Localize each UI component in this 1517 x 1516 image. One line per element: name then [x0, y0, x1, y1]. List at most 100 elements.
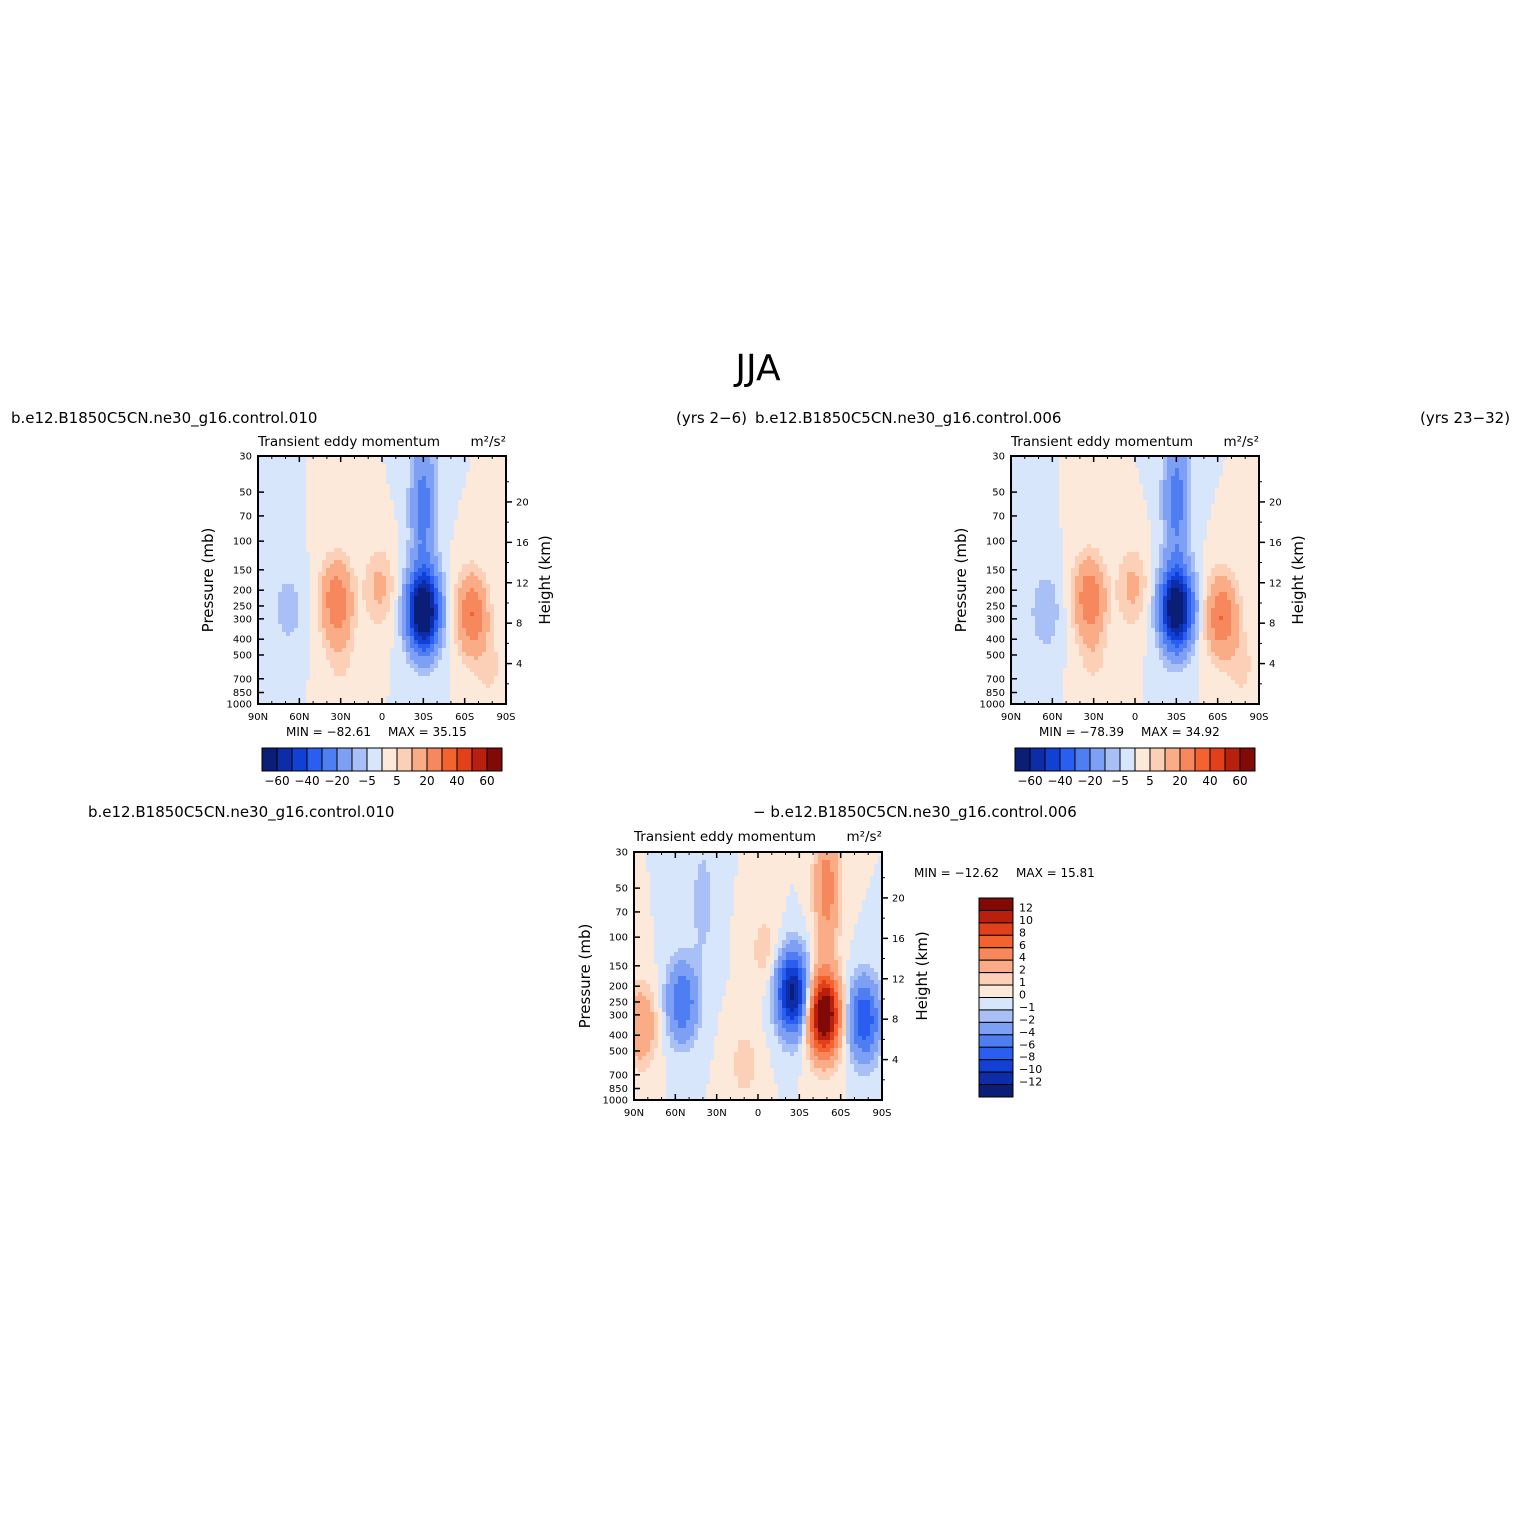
contour-cell	[358, 580, 363, 585]
contour-cell	[290, 580, 295, 585]
contour-cell	[410, 548, 415, 553]
contour-cell	[498, 664, 503, 669]
contour-cell	[486, 572, 491, 577]
contour-cell	[358, 500, 363, 505]
contour-cell	[362, 564, 367, 569]
contour-cell	[430, 532, 435, 537]
contour-cell	[410, 536, 415, 541]
contour-cell	[1087, 496, 1092, 501]
contour-cell	[494, 668, 499, 673]
contour-cell	[446, 504, 451, 509]
contour-cell	[270, 488, 275, 493]
contour-cell	[1215, 484, 1220, 489]
contour-cell	[1123, 456, 1128, 461]
contour-cell	[326, 652, 331, 657]
contour-cell	[274, 648, 279, 653]
contour-cell	[306, 672, 311, 677]
contour-cell	[366, 576, 371, 581]
contour-cell	[286, 692, 291, 697]
contour-cell	[474, 476, 479, 481]
contour-cell	[366, 604, 371, 609]
contour-cell	[1075, 468, 1080, 473]
contour-cell	[266, 464, 271, 469]
contour-cell	[366, 628, 371, 633]
contour-cell	[466, 524, 471, 529]
contour-cell	[450, 612, 455, 617]
contour-cell	[1063, 476, 1068, 481]
contour-cell	[1107, 476, 1112, 481]
contour-cell	[482, 656, 487, 661]
contour-cell	[334, 632, 339, 637]
contour-cell	[306, 520, 311, 525]
contour-cell	[374, 628, 379, 633]
contour-cell	[386, 636, 391, 641]
colorbar-box	[441, 747, 458, 772]
contour-cell	[350, 624, 355, 629]
contour-cell	[306, 616, 311, 621]
contour-cell	[1151, 496, 1156, 501]
contour-cell	[374, 596, 379, 601]
contour-cell	[310, 460, 315, 465]
contour-cell	[374, 604, 379, 609]
contour-cell	[298, 548, 303, 553]
contour-cell	[346, 660, 351, 665]
contour-cell	[1231, 476, 1236, 481]
contour-cell	[258, 656, 263, 661]
contour-cell	[326, 508, 331, 513]
contour-cell	[362, 476, 367, 481]
contour-cell	[334, 592, 339, 597]
contour-cell	[414, 524, 419, 529]
contour-cell	[1147, 456, 1152, 461]
contour-cell	[302, 600, 307, 605]
contour-cell	[262, 496, 267, 501]
contour-cell	[394, 584, 399, 589]
contour-cell	[458, 596, 463, 601]
contour-cell	[1075, 492, 1080, 497]
contour-cell	[490, 460, 495, 465]
panel-control-006: b.e12.B1850C5CN.ne30_g16.control.006 (yr…	[755, 409, 1510, 788]
contour-cell	[318, 640, 323, 645]
contour-cell	[1095, 496, 1100, 501]
contour-cell	[262, 564, 267, 569]
contour-cell	[450, 480, 455, 485]
contour-cell	[386, 552, 391, 557]
contour-cell	[278, 560, 283, 565]
contour-cell	[466, 476, 471, 481]
contour-cell	[498, 568, 503, 573]
contour-cell	[358, 680, 363, 685]
contour-cell	[486, 692, 491, 697]
contour-cell	[358, 684, 363, 689]
contour-cell	[1219, 496, 1224, 501]
contour-cell	[314, 700, 319, 705]
contour-cell	[350, 628, 355, 633]
contour-cell	[390, 484, 395, 489]
contour-cell	[334, 496, 339, 501]
contour-cell	[258, 504, 263, 509]
contour-cell	[294, 544, 299, 549]
contour-cell	[314, 484, 319, 489]
contour-cell	[498, 484, 503, 489]
contour-cell	[478, 544, 483, 549]
contour-cell	[482, 680, 487, 685]
contour-cell	[1143, 480, 1148, 485]
y-right-tick-label: 8	[516, 619, 522, 630]
contour-cell	[326, 628, 331, 633]
contour-cell	[422, 548, 427, 553]
contour-cell	[1219, 472, 1224, 477]
contour-cell	[458, 692, 463, 697]
contour-cell	[410, 516, 415, 521]
contour-cell	[282, 600, 287, 605]
contour-cell	[422, 500, 427, 505]
contour-cell	[494, 504, 499, 509]
contour-cell	[1035, 472, 1040, 477]
contour-cell	[1047, 512, 1052, 517]
contour-cell	[258, 472, 263, 477]
contour-cell	[442, 668, 447, 673]
contour-cell	[290, 476, 295, 481]
contour-cell	[410, 480, 415, 485]
contour-cell	[258, 608, 263, 613]
contour-cell	[370, 560, 375, 565]
contour-cell	[486, 460, 491, 465]
contour-cell	[490, 656, 495, 661]
contour-cell	[458, 604, 463, 609]
